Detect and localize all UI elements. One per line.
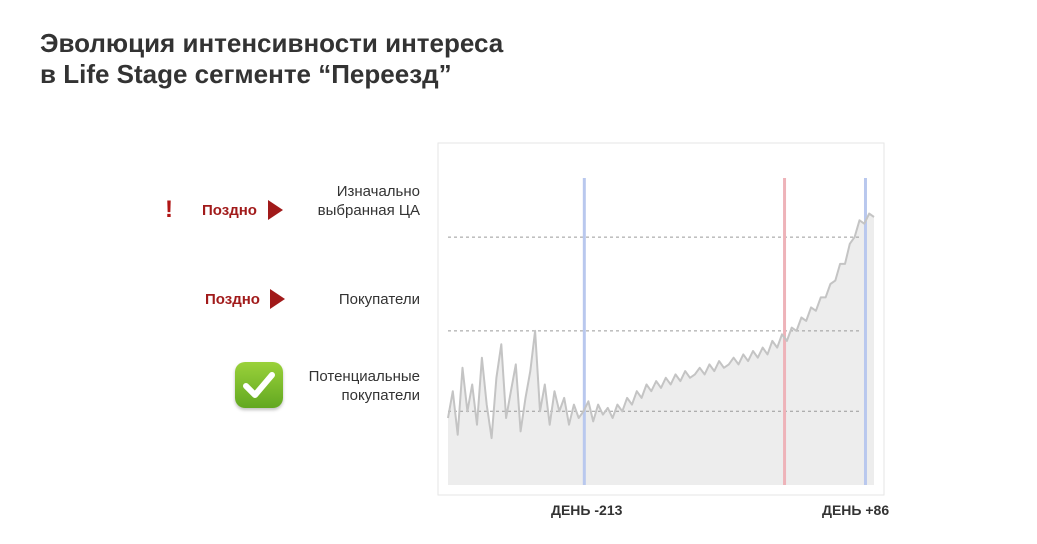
row-label-buyers-line1: Покупатели — [338, 291, 420, 308]
exclamation-icon: ! — [165, 196, 173, 223]
row-label-potential-buyers: Потенциальные покупатели — [230, 367, 420, 405]
status-late-1: Поздно — [202, 202, 257, 219]
row-label-potential-line1: Потенциальные — [308, 368, 420, 385]
series-area-fill — [448, 213, 874, 485]
status-late-2: Поздно — [205, 291, 260, 308]
title-line-1: Эволюция интенсивности интереса — [40, 28, 504, 58]
checkmark-icon — [235, 362, 283, 408]
page-title: Эволюция интенсивности интереса в Life S… — [40, 28, 503, 90]
x-tick-label-day-minus-213: ДЕНЬ -213 — [551, 502, 623, 518]
row-label-initial-line2: выбранная ЦА — [317, 202, 420, 219]
arrow-right-icon — [270, 289, 285, 309]
x-tick-label-day-plus-86: ДЕНЬ +86 — [822, 502, 890, 518]
title-line-2: в Life Stage сегменте “Переезд” — [40, 59, 452, 89]
arrow-right-icon — [268, 200, 283, 220]
series-line — [447, 212, 875, 440]
row-label-buyers: Покупатели — [230, 290, 420, 309]
row-label-initial-line1: Изначально — [336, 183, 420, 200]
row-label-potential-line2: покупатели — [341, 387, 420, 404]
row-label-initial-target: Изначально выбранная ЦА — [230, 182, 420, 220]
